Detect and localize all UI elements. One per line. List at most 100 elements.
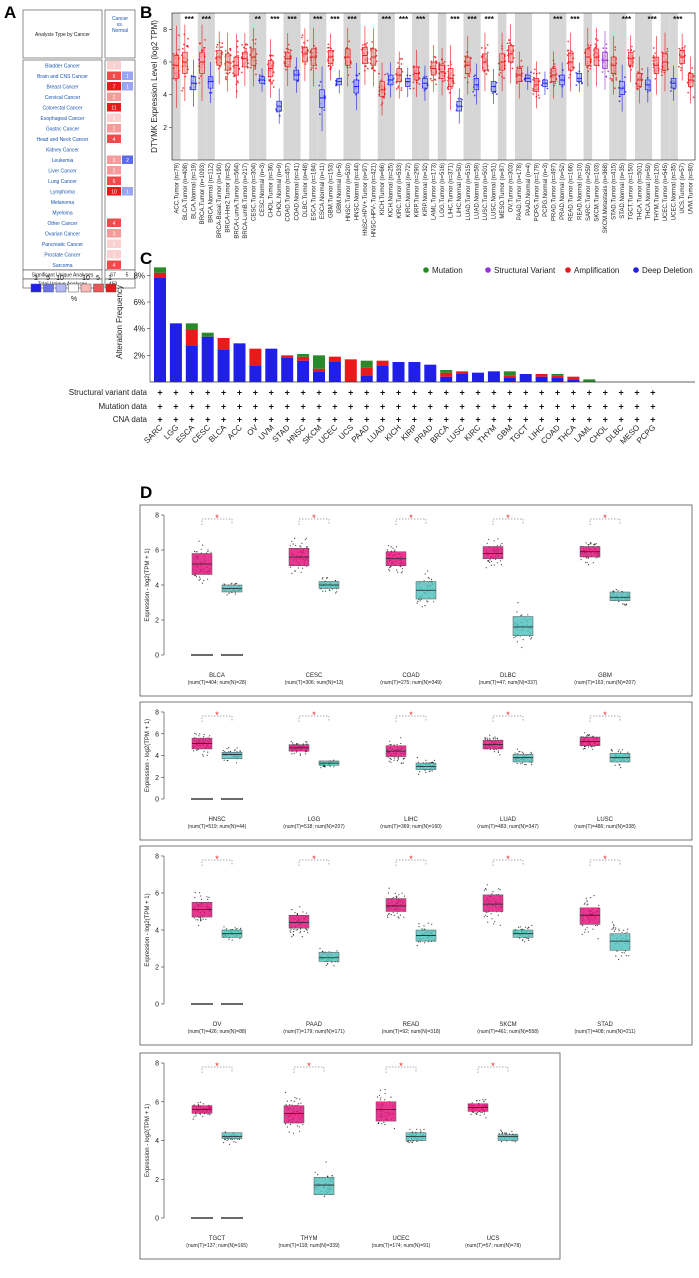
tumor-point bbox=[584, 902, 586, 904]
y-axis-title: Expression - log2(TPM + 1) bbox=[145, 1104, 151, 1177]
data-point bbox=[480, 47, 483, 49]
data-point bbox=[423, 76, 425, 79]
tumor-point bbox=[210, 551, 212, 553]
x-tick-label: BRCA-LumB.Tumor (n=217) bbox=[243, 163, 249, 239]
normal-point bbox=[621, 955, 623, 957]
track-mark: + bbox=[475, 415, 480, 425]
tumor-point bbox=[299, 545, 301, 547]
track-mark: + bbox=[332, 415, 337, 425]
table-cell-red bbox=[107, 260, 121, 269]
normal-point bbox=[227, 759, 229, 762]
normal-point bbox=[509, 1133, 511, 1135]
x-tick-label: ESCA.Tumor (n=184) bbox=[312, 163, 318, 221]
data-point bbox=[371, 41, 374, 43]
legend-tick-right: 1 bbox=[108, 275, 112, 282]
data-point bbox=[200, 75, 202, 77]
tumor-point bbox=[588, 734, 590, 737]
track-mark: + bbox=[507, 402, 512, 412]
y-tick-label: 8 bbox=[155, 710, 159, 717]
normal-point bbox=[319, 947, 321, 950]
normal-point bbox=[326, 1175, 329, 1177]
normal-point bbox=[524, 764, 526, 766]
normal-point bbox=[325, 1161, 327, 1163]
box-body bbox=[233, 56, 240, 76]
table-cell-red bbox=[107, 71, 121, 80]
tumor-point bbox=[476, 1100, 478, 1102]
tumor-point bbox=[199, 733, 201, 735]
data-point bbox=[614, 73, 617, 76]
data-point bbox=[300, 36, 303, 39]
data-point bbox=[499, 72, 502, 74]
track-mark: + bbox=[221, 402, 226, 412]
normal-point bbox=[320, 767, 322, 769]
tumor-point bbox=[302, 911, 304, 913]
normal-point bbox=[527, 614, 529, 616]
table-cell-red-value: 2 bbox=[113, 168, 116, 174]
data-point bbox=[310, 66, 313, 69]
track-mark: + bbox=[523, 388, 528, 398]
normal-point bbox=[612, 927, 614, 929]
data-point bbox=[633, 57, 635, 59]
data-point bbox=[614, 87, 616, 90]
normal-point bbox=[224, 1139, 226, 1141]
significance-bracket bbox=[298, 518, 330, 525]
legend-label: Amplification bbox=[574, 266, 619, 275]
normal-point bbox=[416, 1128, 418, 1130]
data-point bbox=[589, 44, 592, 47]
tumor-point bbox=[586, 901, 588, 903]
significance-mark: * bbox=[491, 1061, 495, 1071]
tumor-point bbox=[483, 916, 485, 918]
data-point bbox=[459, 97, 462, 100]
cancer-label: LUAD bbox=[500, 817, 517, 823]
normal-point bbox=[611, 928, 613, 931]
normal-point bbox=[416, 1140, 418, 1142]
tumor-point bbox=[484, 737, 486, 739]
data-point bbox=[272, 79, 275, 82]
track-mark: + bbox=[412, 388, 417, 398]
table-row-label: Other Cancer bbox=[47, 221, 77, 227]
tumor-point bbox=[393, 914, 395, 917]
tumor-point bbox=[192, 1118, 194, 1120]
box-body bbox=[285, 51, 291, 68]
table-row-label: Cervical Cancer bbox=[45, 95, 81, 101]
data-point bbox=[187, 37, 189, 40]
tumor-point bbox=[584, 929, 587, 931]
normal-point bbox=[626, 931, 628, 933]
data-point bbox=[594, 43, 597, 45]
tumor-point bbox=[595, 543, 597, 545]
data-point bbox=[450, 87, 453, 89]
tumor-point bbox=[404, 757, 406, 759]
normal-point bbox=[515, 1141, 517, 1143]
tumor-point bbox=[389, 570, 391, 572]
significance-mark: * bbox=[312, 513, 316, 523]
tumor-point bbox=[400, 737, 402, 739]
normal-point bbox=[613, 925, 615, 927]
track-mark: + bbox=[205, 415, 210, 425]
bar-segment bbox=[185, 330, 198, 346]
track-mark: + bbox=[253, 415, 258, 425]
tumor-point bbox=[493, 540, 495, 542]
track-mark: + bbox=[173, 415, 178, 425]
tumor-point bbox=[286, 1126, 288, 1128]
normal-point bbox=[335, 580, 337, 582]
table-row-label: Liver Cancer bbox=[48, 168, 77, 174]
normal-point bbox=[331, 1175, 333, 1177]
table-cell-blue bbox=[122, 187, 133, 196]
data-point bbox=[183, 43, 185, 46]
x-tick-label: BRCA-LumA.Tumor (n=564) bbox=[234, 163, 240, 239]
y-tick-label: 2 bbox=[155, 965, 159, 972]
normal-point bbox=[520, 763, 522, 765]
data-point bbox=[508, 42, 511, 44]
normal-point bbox=[231, 582, 233, 584]
x-tick-label: HNSC.Normal (n=44) bbox=[354, 163, 360, 220]
y-tick-label: 6% bbox=[133, 298, 145, 307]
data-point bbox=[497, 62, 500, 65]
legend-swatch bbox=[55, 283, 67, 293]
bar-segment bbox=[535, 374, 548, 377]
y-tick-label: 4 bbox=[163, 92, 167, 99]
data-point bbox=[609, 77, 612, 80]
x-tick-label: KIRC.Normal (n=72) bbox=[406, 163, 412, 218]
data-point bbox=[271, 81, 273, 83]
normal-point bbox=[623, 929, 625, 932]
tumor-point bbox=[199, 578, 201, 580]
